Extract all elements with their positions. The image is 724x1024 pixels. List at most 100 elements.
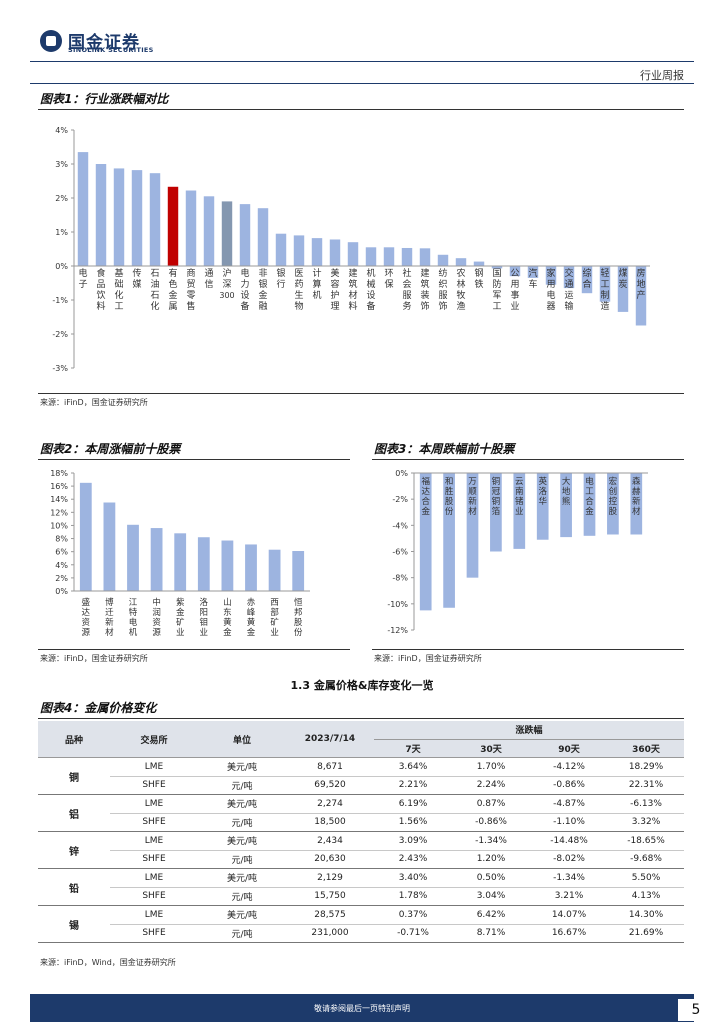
cell-30d: 3.04% (452, 887, 530, 906)
x-tick-label: 建筑材料 (348, 267, 357, 312)
y-tick-label: 0% (55, 262, 68, 271)
y-tick-label: -3% (52, 364, 68, 373)
x-tick-label: 博迁新材 (105, 597, 114, 638)
cell-360d: -18.65% (608, 831, 684, 851)
bar-9 (268, 549, 281, 591)
bar-3 (466, 473, 479, 578)
x-tick-label: 交通运输 (564, 267, 573, 312)
cell-30d: 6.42% (452, 905, 530, 925)
cell-unit: 美元/吨 (198, 794, 286, 814)
x-tick-label: 轻工制造 (600, 267, 609, 312)
header-unit: 单位 (198, 721, 286, 758)
x-tick-label: 山东黄金 (223, 597, 232, 638)
bar-2 (103, 502, 116, 591)
cell-360d: 22.31% (608, 776, 684, 795)
bar-8 (245, 544, 257, 591)
cell-90d: 3.21% (530, 887, 608, 906)
cell-unit: 元/吨 (198, 887, 286, 906)
y-tick-label: -12% (387, 626, 408, 635)
y-tick-label: -2% (392, 495, 408, 504)
cell-7d: 1.56% (374, 813, 452, 832)
bar-6 (197, 537, 210, 591)
bar-4 (131, 170, 143, 266)
footer-disclaimer: 敬请参阅最后一页特别声明 (314, 1004, 410, 1013)
cell-price: 28,575 (286, 905, 374, 925)
x-tick-label: 美容护理 (330, 267, 339, 312)
x-tick-label: 医药生物 (294, 268, 303, 312)
cell-30d: 0.87% (452, 794, 530, 814)
cell-90d: -4.87% (530, 794, 608, 814)
x-tick-label: 基础化工 (114, 267, 123, 312)
fig1-title: 图表1：行业涨跌幅对比 (40, 92, 169, 106)
fig3-source: 来源：iFinD，国金证券研究所 (374, 654, 482, 663)
bar-8 (583, 473, 596, 536)
header-metal: 品种 (38, 721, 110, 758)
bar-32 (635, 266, 647, 326)
x-tick-label: 森赫新材 (632, 476, 641, 517)
cell-7d: 3.09% (374, 831, 452, 851)
bar-15 (329, 239, 341, 266)
bar-17 (365, 247, 377, 266)
bar-5 (174, 533, 187, 591)
x-tick-label: 非银金融 (258, 267, 267, 312)
fig3-bottom-rule (372, 649, 684, 650)
fig1-bottom-rule (38, 393, 684, 394)
cell-30d: -1.34% (452, 831, 530, 851)
cell-7d: 2.21% (374, 776, 452, 795)
x-tick-label: 社会服务 (402, 267, 411, 312)
y-tick-label: 1% (55, 228, 68, 237)
y-tick-label: 0% (395, 469, 408, 478)
fig1-bar-chart: 4% 3% 2% 1% 0% -1% -2% -3% 电子食品饮料基础化工传媒石油石化有色金属商… (52, 126, 650, 373)
x-tick-label: 电子 (78, 267, 87, 290)
bar-10 (292, 551, 305, 591)
cell-unit: 元/吨 (198, 776, 286, 795)
x-tick-label: 云南锗业 (515, 477, 524, 517)
header-360d: 360天 (608, 739, 684, 758)
cell-price: 2,274 (286, 794, 374, 814)
bar-25 (509, 266, 521, 277)
cell-exchange: LME (110, 831, 198, 851)
bar-5 (513, 473, 526, 549)
footer-bar (30, 994, 694, 1022)
fig2-bottom-rule (38, 649, 350, 650)
cell-exchange: SHFE (110, 924, 198, 943)
header-date: 2023/7/14 (286, 721, 374, 758)
cell-90d: -4.12% (530, 757, 608, 777)
y-tick-label: -2% (52, 330, 68, 339)
cell-90d: -1.10% (530, 813, 608, 832)
bar-10 (239, 204, 251, 266)
bar-23 (473, 261, 485, 266)
bar-3 (113, 168, 125, 266)
y-tick-label: -4% (392, 521, 408, 530)
y-tick-label: 8% (55, 535, 68, 544)
x-tick-label: 传媒 (132, 267, 141, 290)
bar-28 (563, 266, 575, 289)
cell-30d: 1.20% (452, 850, 530, 869)
header-divider-2 (30, 83, 694, 84)
cell-exchange: SHFE (110, 850, 198, 869)
bar-3 (127, 524, 139, 591)
x-tick-label: 江特电机 (129, 598, 138, 638)
x-tick-label: 综合 (582, 267, 591, 290)
bar-1 (77, 152, 89, 266)
cell-7d: 6.19% (374, 794, 452, 814)
bar-1 (419, 473, 432, 611)
cell-unit: 美元/吨 (198, 831, 286, 851)
bar-16 (347, 242, 359, 266)
cell-7d: 2.43% (374, 850, 452, 869)
bar-7 (185, 190, 197, 266)
bar-7 (560, 473, 572, 538)
x-tick-label: 石油石化 (150, 269, 159, 312)
y-tick-label: 10% (50, 521, 68, 530)
y-tick-label: -10% (387, 600, 408, 609)
x-tick-label: 电力设备 (240, 267, 249, 312)
header-change: 涨跌幅 (374, 721, 684, 740)
bar-14 (311, 238, 323, 266)
cell-7d: 1.78% (374, 887, 452, 906)
bar-20 (419, 248, 431, 266)
y-tick-label: 14% (50, 495, 68, 504)
x-tick-label: 英洛华 (538, 476, 547, 507)
bar-6 (536, 473, 549, 540)
x-tick-label: 房地产 (636, 267, 645, 301)
x-tick-label: 纺织服饰 (438, 267, 447, 312)
